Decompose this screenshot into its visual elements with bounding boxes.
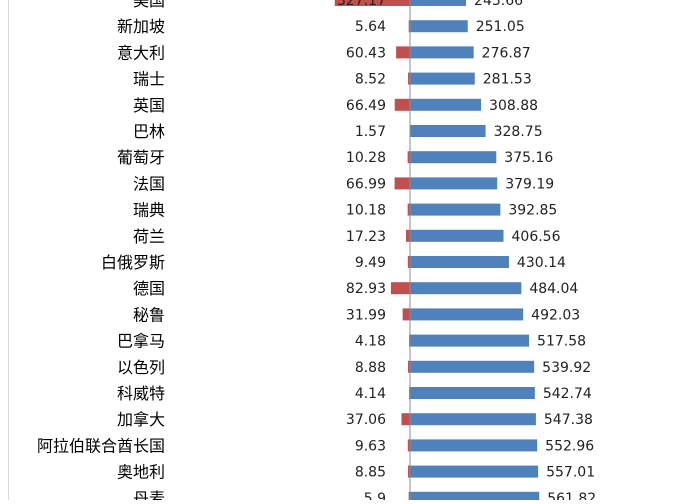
bar-right: [410, 413, 536, 425]
data-label-right: 379.19: [505, 176, 554, 192]
bar-right: [410, 439, 537, 451]
data-label-left: 8.52: [355, 72, 386, 88]
data-label-left: 66.99: [346, 176, 386, 192]
data-label-left: 60.43: [346, 45, 386, 61]
bar-right: [410, 20, 468, 32]
bar-right: [410, 308, 523, 320]
category-label: 意大利: [117, 43, 165, 62]
category-label: 奥地利: [117, 463, 165, 482]
category-label: 白俄罗斯: [101, 253, 165, 272]
bar-right: [410, 230, 504, 242]
data-label-right: 243.66: [474, 0, 523, 9]
data-label-left: 9.49: [355, 255, 386, 271]
category-label: 德国: [133, 279, 165, 298]
data-label-left: 327.17: [337, 0, 386, 9]
data-label-left: 10.28: [346, 150, 386, 166]
category-label: 荷兰: [133, 227, 165, 246]
bar-left: [395, 177, 410, 189]
data-label-left: 9.63: [355, 438, 386, 454]
data-label-left: 5.64: [355, 19, 386, 35]
data-label-left: 10.18: [346, 203, 386, 219]
bar-left: [406, 230, 410, 242]
bar-right: [410, 0, 466, 6]
category-label: 新加坡: [117, 17, 165, 36]
bar-right: [410, 256, 509, 268]
category-label: 英国: [133, 96, 165, 115]
data-label-left: 66.49: [346, 98, 386, 114]
data-label-right: 552.96: [545, 438, 594, 454]
data-label-left: 82.93: [346, 281, 386, 297]
category-label: 以色列: [117, 358, 165, 377]
category-label: 加拿大: [117, 410, 165, 429]
bar-right: [410, 73, 475, 85]
data-label-left: 8.85: [355, 465, 386, 481]
data-label-right: 328.75: [494, 124, 543, 140]
bar-right: [410, 282, 521, 294]
bar-right: [410, 204, 500, 216]
category-label: 瑞典: [133, 201, 165, 220]
data-label-right: 539.92: [542, 360, 591, 376]
data-label-right: 406.56: [512, 229, 561, 245]
category-label: 巴林: [133, 122, 165, 141]
bar-right: [410, 492, 539, 500]
data-label-right: 375.16: [504, 150, 553, 166]
bar-right: [410, 125, 486, 137]
data-label-left: 1.57: [355, 124, 386, 140]
data-label-left: 4.14: [355, 386, 386, 402]
category-label: 秘鲁: [133, 305, 165, 324]
bar-left: [403, 308, 410, 320]
data-label-right: 484.04: [529, 281, 578, 297]
bar-right: [410, 99, 481, 111]
data-label-right: 308.88: [489, 98, 538, 114]
data-label-right: 430.14: [517, 255, 566, 271]
bar-right: [410, 46, 474, 58]
bar-right: [410, 151, 496, 163]
data-label-left: 31.99: [346, 307, 386, 323]
category-label: 丹麦: [133, 489, 165, 500]
data-label-right: 392.85: [508, 203, 557, 219]
category-label: 巴拿马: [117, 332, 165, 351]
data-label-left: 5.9: [364, 491, 386, 500]
category-label: 美国: [133, 0, 165, 10]
bar-left: [391, 282, 410, 294]
data-label-right: 251.05: [476, 19, 525, 35]
category-label: 科威特: [117, 384, 165, 403]
data-label-right: 281.53: [483, 72, 532, 88]
data-label-right: 276.87: [482, 45, 531, 61]
category-label: 阿拉伯联合酋长国: [37, 436, 165, 455]
data-label-right: 557.01: [546, 465, 595, 481]
data-label-left: 17.23: [346, 229, 386, 245]
data-label-left: 8.88: [355, 360, 386, 376]
bar-left: [401, 413, 410, 425]
bar-right: [410, 335, 529, 347]
data-label-right: 492.03: [531, 307, 580, 323]
data-label-right: 561.82: [547, 491, 596, 500]
bar-right: [410, 387, 535, 399]
bar-right: [410, 466, 538, 478]
category-label: 法国: [133, 174, 165, 193]
bar-left: [396, 46, 410, 58]
bar-right: [410, 361, 534, 373]
sheet-gridline: [8, 0, 9, 500]
data-label-right: 542.74: [543, 386, 592, 402]
bar-right: [410, 177, 497, 189]
data-label-right: 547.38: [544, 412, 593, 428]
data-label-left: 4.18: [355, 334, 386, 350]
category-label: 瑞士: [133, 70, 165, 89]
data-label-left: 37.06: [346, 412, 386, 428]
data-label-right: 517.58: [537, 334, 586, 350]
category-label: 葡萄牙: [117, 148, 165, 167]
bar-left: [395, 99, 410, 111]
